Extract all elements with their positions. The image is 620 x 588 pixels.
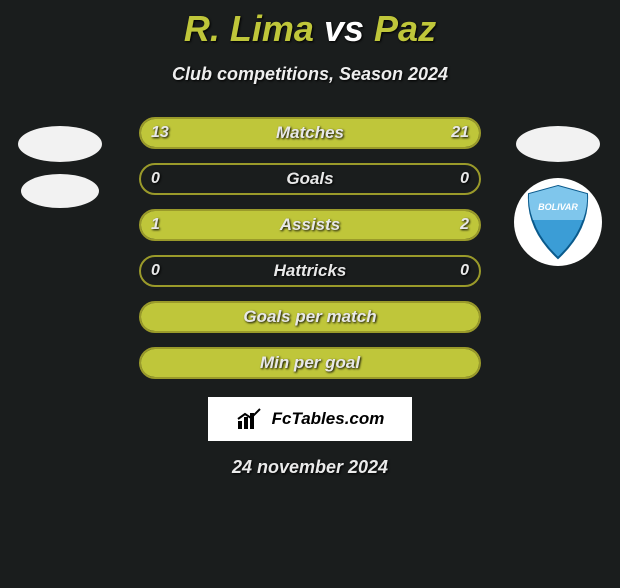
left-avatars: [18, 126, 102, 208]
svg-text:BOLIVAR: BOLIVAR: [538, 202, 578, 212]
stat-row-matches: 13 Matches 21: [139, 117, 481, 149]
stat-left-value: 0: [151, 262, 160, 280]
vs-text: vs: [324, 8, 364, 49]
player2-club-badge: BOLIVAR: [514, 178, 602, 266]
stat-label: Hattricks: [274, 261, 347, 281]
page-title: R. Lima vs Paz: [0, 8, 620, 50]
subtitle: Club competitions, Season 2024: [0, 64, 620, 85]
stat-label: Matches: [276, 123, 344, 143]
player1-photo-placeholder: [18, 126, 102, 162]
stat-left-value: 13: [151, 124, 169, 142]
brand-text: FcTables.com: [272, 409, 385, 429]
player1-name: R. Lima: [184, 8, 314, 49]
player2-photo-placeholder: [516, 126, 600, 162]
player1-club-placeholder: [21, 174, 99, 208]
stat-row-min-per-goal: Min per goal: [139, 347, 481, 379]
stat-left-value: 1: [151, 216, 160, 234]
stat-label: Min per goal: [260, 353, 360, 373]
fctables-logo-icon: [236, 407, 266, 431]
player2-name: Paz: [374, 8, 436, 49]
stats-container: 13 Matches 21 0 Goals 0 1 Assists 2 0 Ha…: [139, 117, 481, 379]
right-avatars: BOLIVAR: [514, 126, 602, 266]
brand-box[interactable]: FcTables.com: [208, 397, 412, 441]
stat-label: Goals per match: [243, 307, 376, 327]
date-text: 24 november 2024: [0, 457, 620, 478]
stat-label: Assists: [280, 215, 340, 235]
stat-row-assists: 1 Assists 2: [139, 209, 481, 241]
bolivar-shield-icon: BOLIVAR: [525, 184, 591, 260]
stat-label: Goals: [286, 169, 333, 189]
stat-row-goals-per-match: Goals per match: [139, 301, 481, 333]
stat-left-value: 0: [151, 170, 160, 188]
stat-right-value: 0: [460, 170, 469, 188]
stat-right-value: 2: [460, 216, 469, 234]
stat-row-hattricks: 0 Hattricks 0: [139, 255, 481, 287]
stat-right-value: 0: [460, 262, 469, 280]
stat-row-goals: 0 Goals 0: [139, 163, 481, 195]
stat-right-value: 21: [451, 124, 469, 142]
